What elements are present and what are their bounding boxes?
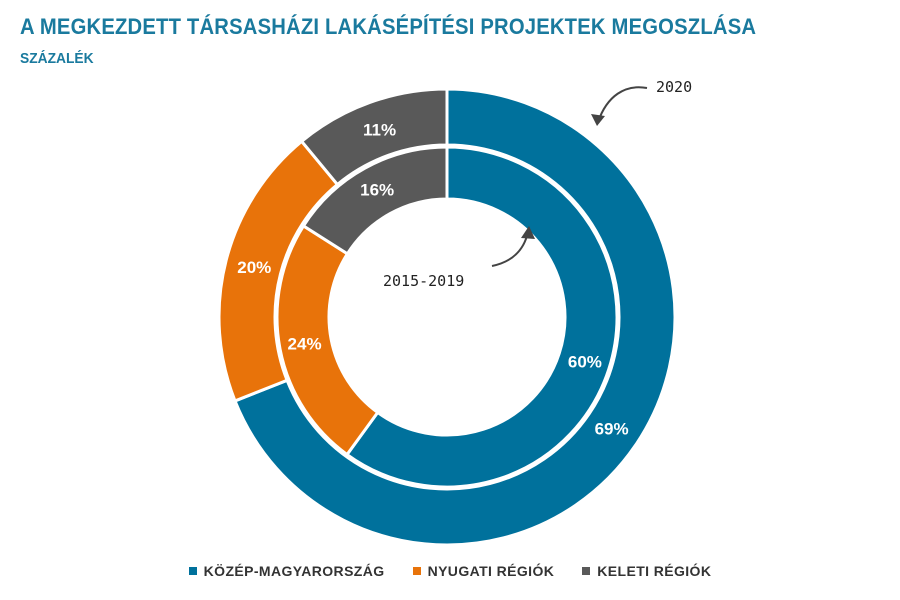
data-label-inner-kozep-magyarorszag: 60% bbox=[568, 352, 602, 371]
chart-subtitle: SZÁZALÉK bbox=[20, 50, 94, 67]
legend-label: NYUGATI RÉGIÓK bbox=[427, 563, 555, 579]
legend-swatch bbox=[412, 567, 421, 575]
slice-inner-keleti-regiok bbox=[301, 145, 449, 256]
data-label-outer-keleti-regiok: 11% bbox=[363, 120, 396, 139]
chart-legend: KÖZÉP-MAGYARORSZÁG NYUGATI RÉGIÓK KELETI… bbox=[0, 563, 900, 579]
annotation-arrowhead-inner bbox=[521, 226, 535, 239]
data-label-inner-keleti-regiok: 16% bbox=[360, 180, 394, 199]
legend-swatch bbox=[188, 567, 197, 575]
slice-outer-kozep-magyarorszag bbox=[233, 87, 677, 547]
legend-label: KÖZÉP-MAGYARORSZÁG bbox=[203, 563, 385, 579]
annotation-inner-ring: 2015-2019 bbox=[383, 272, 464, 290]
annotation-outer-ring: 2020 bbox=[656, 78, 692, 96]
chart-title: A MEGKEZDETT TÁRSASHÁZI LAKÁSÉPÍTÉSI PRO… bbox=[20, 14, 757, 39]
slice-outer-keleti-regiok bbox=[299, 87, 449, 187]
legend-item-keleti-regiok: KELETI RÉGIÓK bbox=[582, 563, 711, 579]
legend-item-kozep-magyarorszag: KÖZÉP-MAGYARORSZÁG bbox=[188, 563, 385, 579]
data-label-inner-nyugati-regiok: 24% bbox=[288, 335, 322, 354]
legend-item-nyugati-regiok: NYUGATI RÉGIÓK bbox=[412, 563, 555, 579]
annotation-arrowhead-outer bbox=[591, 114, 605, 126]
data-label-outer-kozep-magyarorszag: 69% bbox=[595, 419, 629, 438]
slice-inner-kozep-magyarorszag bbox=[344, 145, 619, 489]
legend-swatch bbox=[582, 567, 591, 575]
data-label-outer-nyugati-regiok: 20% bbox=[237, 258, 271, 277]
annotation-arrow-outer bbox=[597, 86, 648, 123]
legend-label: KELETI RÉGIÓK bbox=[597, 563, 712, 579]
